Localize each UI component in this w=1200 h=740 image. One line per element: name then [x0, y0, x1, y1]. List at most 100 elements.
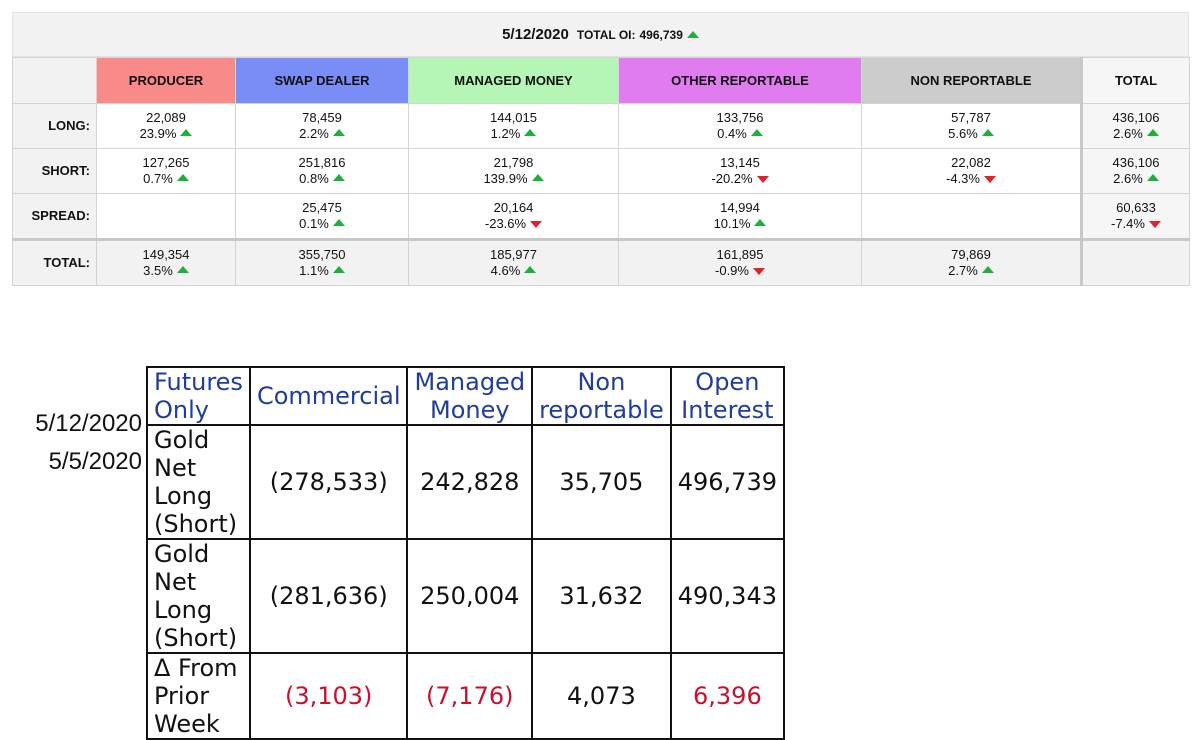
- table-row: SHORT: 127,265 0.7% 251,816 0.8% 21,798 139.9%…: [12, 148, 1190, 194]
- cot-table: PRODUCER SWAP DEALER MANAGED MONEY OTHER RE…: [12, 57, 1190, 286]
- cell-value: 133,756: [716, 110, 764, 125]
- summary-cell: 4,073: [531, 652, 672, 740]
- cell-change: 1.2%: [409, 126, 618, 142]
- cell-value: 436,106: [1112, 110, 1160, 125]
- cell-change: -4.3%: [862, 171, 1080, 187]
- table-row: LONG: 22,089 23.9% 78,459 2.2% 144,015 1.2% 133…: [12, 103, 1190, 149]
- data-cell: 21,798 139.9%: [408, 148, 619, 194]
- cell-pct: 2.6%: [1113, 126, 1143, 141]
- data-cell: 149,354 3.5%: [96, 238, 236, 286]
- arrow-down-icon: [983, 176, 996, 183]
- row-label: LONG:: [12, 103, 97, 149]
- summary-cell: (278,533): [248, 424, 409, 540]
- summary-cell: 6,396: [669, 652, 785, 740]
- cell-value: 161,895: [716, 247, 764, 262]
- cell-value: 436,106: [1112, 155, 1160, 170]
- arrow-up-icon: [180, 129, 193, 136]
- arrow-down-icon: [756, 176, 769, 183]
- cell-change: 0.8%: [236, 171, 408, 187]
- column-header: PRODUCER: [96, 57, 236, 104]
- cell-value: 14,994: [720, 200, 760, 215]
- data-cell: 22,082 -4.3%: [861, 148, 1082, 194]
- data-cell: 25,475 0.1%: [235, 193, 409, 240]
- cell-pct: -7.4%: [1111, 216, 1145, 231]
- cell-pct: 0.4%: [717, 126, 747, 141]
- cell-value: 78,459: [302, 110, 342, 125]
- cell-pct: -20.2%: [711, 171, 753, 186]
- summary-header: Non reportable: [531, 366, 672, 426]
- cell-value: 21,798: [493, 155, 534, 170]
- cell-change: -7.4%: [1083, 216, 1189, 232]
- data-cell: 133,756 0.4%: [618, 103, 862, 149]
- data-cell: 127,265 0.7%: [96, 148, 236, 194]
- data-cell: 57,787 5.6%: [861, 103, 1082, 149]
- arrow-up-icon: [332, 174, 345, 181]
- data-cell: 60,633 -7.4%: [1080, 193, 1190, 240]
- cell-change: 23.9%: [97, 126, 235, 142]
- summary-cell: 250,004: [406, 538, 534, 654]
- data-cell: [96, 193, 236, 240]
- arrow-up-icon: [750, 129, 763, 136]
- arrow-up-icon: [176, 174, 189, 181]
- table-row: SPREAD: 25,475 0.1% 20,164 -23.6% 14,994 10.1%…: [12, 193, 1190, 240]
- cell-change: 0.4%: [619, 126, 861, 142]
- cell-pct: -4.3%: [946, 171, 980, 186]
- cell-change: 0.7%: [97, 171, 235, 187]
- arrow-up-icon: [1146, 129, 1159, 136]
- summary-cell: 242,828: [406, 424, 534, 540]
- data-cell: 436,106 2.6%: [1080, 148, 1190, 194]
- cell-change: -23.6%: [409, 216, 618, 232]
- cell-value: 60,633: [1116, 200, 1156, 215]
- cot-header: 5/12/2020 TOTAL OI: 496,739: [12, 12, 1189, 57]
- total-oi-label: TOTAL OI:: [576, 27, 636, 42]
- report-date: 5/12/2020: [502, 26, 569, 43]
- cell-value: 22,082: [951, 155, 991, 170]
- summary-header: Open Interest: [669, 366, 785, 426]
- column-header-row: PRODUCER SWAP DEALER MANAGED MONEY OTHER RE…: [12, 57, 1190, 104]
- data-cell: 78,459 2.2%: [235, 103, 409, 149]
- arrow-up-icon: [981, 266, 994, 273]
- data-cell: 185,977 4.6%: [408, 238, 619, 286]
- summary-cell: 490,343: [669, 538, 785, 654]
- summary-cell: (3,103): [248, 652, 409, 740]
- cell-pct: 2.7%: [948, 263, 978, 278]
- arrow-up-icon: [1146, 174, 1159, 181]
- arrow-up-icon: [524, 266, 537, 273]
- arrow-up-icon: [524, 129, 537, 136]
- cell-value: 22,089: [146, 110, 186, 125]
- corner-cell: [12, 57, 97, 104]
- column-header: TOTAL: [1080, 57, 1190, 104]
- cell-value: 79,869: [951, 247, 991, 262]
- summary-row-label: Δ From Prior Week: [146, 652, 251, 740]
- summary-row: Gold Net Long (Short) (281,636) 250,004 31,…: [146, 538, 785, 654]
- arrow-down-icon: [752, 268, 765, 275]
- cell-change: 2.7%: [862, 263, 1080, 279]
- arrow-up-icon: [754, 219, 767, 226]
- cell-pct: 10.1%: [713, 216, 751, 231]
- cell-value: 13,145: [720, 155, 760, 170]
- arrow-up-icon: [332, 266, 345, 273]
- cell-value: 149,354: [142, 247, 190, 262]
- arrow-up-icon: [981, 129, 994, 136]
- column-header: NON REPORTABLE: [861, 57, 1082, 104]
- summary-cell: 31,632: [531, 538, 672, 654]
- data-cell: [1080, 238, 1190, 286]
- data-cell: 436,106 2.6%: [1080, 103, 1190, 149]
- summary-date: 5/5/2020: [48, 448, 142, 475]
- cell-pct: -23.6%: [484, 216, 527, 231]
- cell-change: -20.2%: [619, 171, 861, 187]
- data-cell: [861, 193, 1082, 240]
- cell-pct: 0.1%: [299, 216, 329, 231]
- column-header: OTHER REPORTABLE: [618, 57, 862, 104]
- total-oi-value: 496,739: [639, 27, 683, 42]
- summary-header: Futures Only: [146, 366, 251, 426]
- data-cell: 13,145 -20.2%: [618, 148, 862, 194]
- summary-cell: (281,636): [248, 538, 409, 654]
- cell-pct: 0.8%: [299, 171, 329, 186]
- cell-pct: 4.6%: [490, 263, 521, 278]
- summary-header-row: Futures Only Commercial Managed Money Non r…: [146, 366, 785, 426]
- summary-row-label: Gold Net Long (Short): [146, 538, 251, 654]
- cell-value: 185,977: [490, 247, 537, 262]
- row-label: SHORT:: [12, 148, 97, 194]
- cell-pct: 23.9%: [139, 126, 177, 141]
